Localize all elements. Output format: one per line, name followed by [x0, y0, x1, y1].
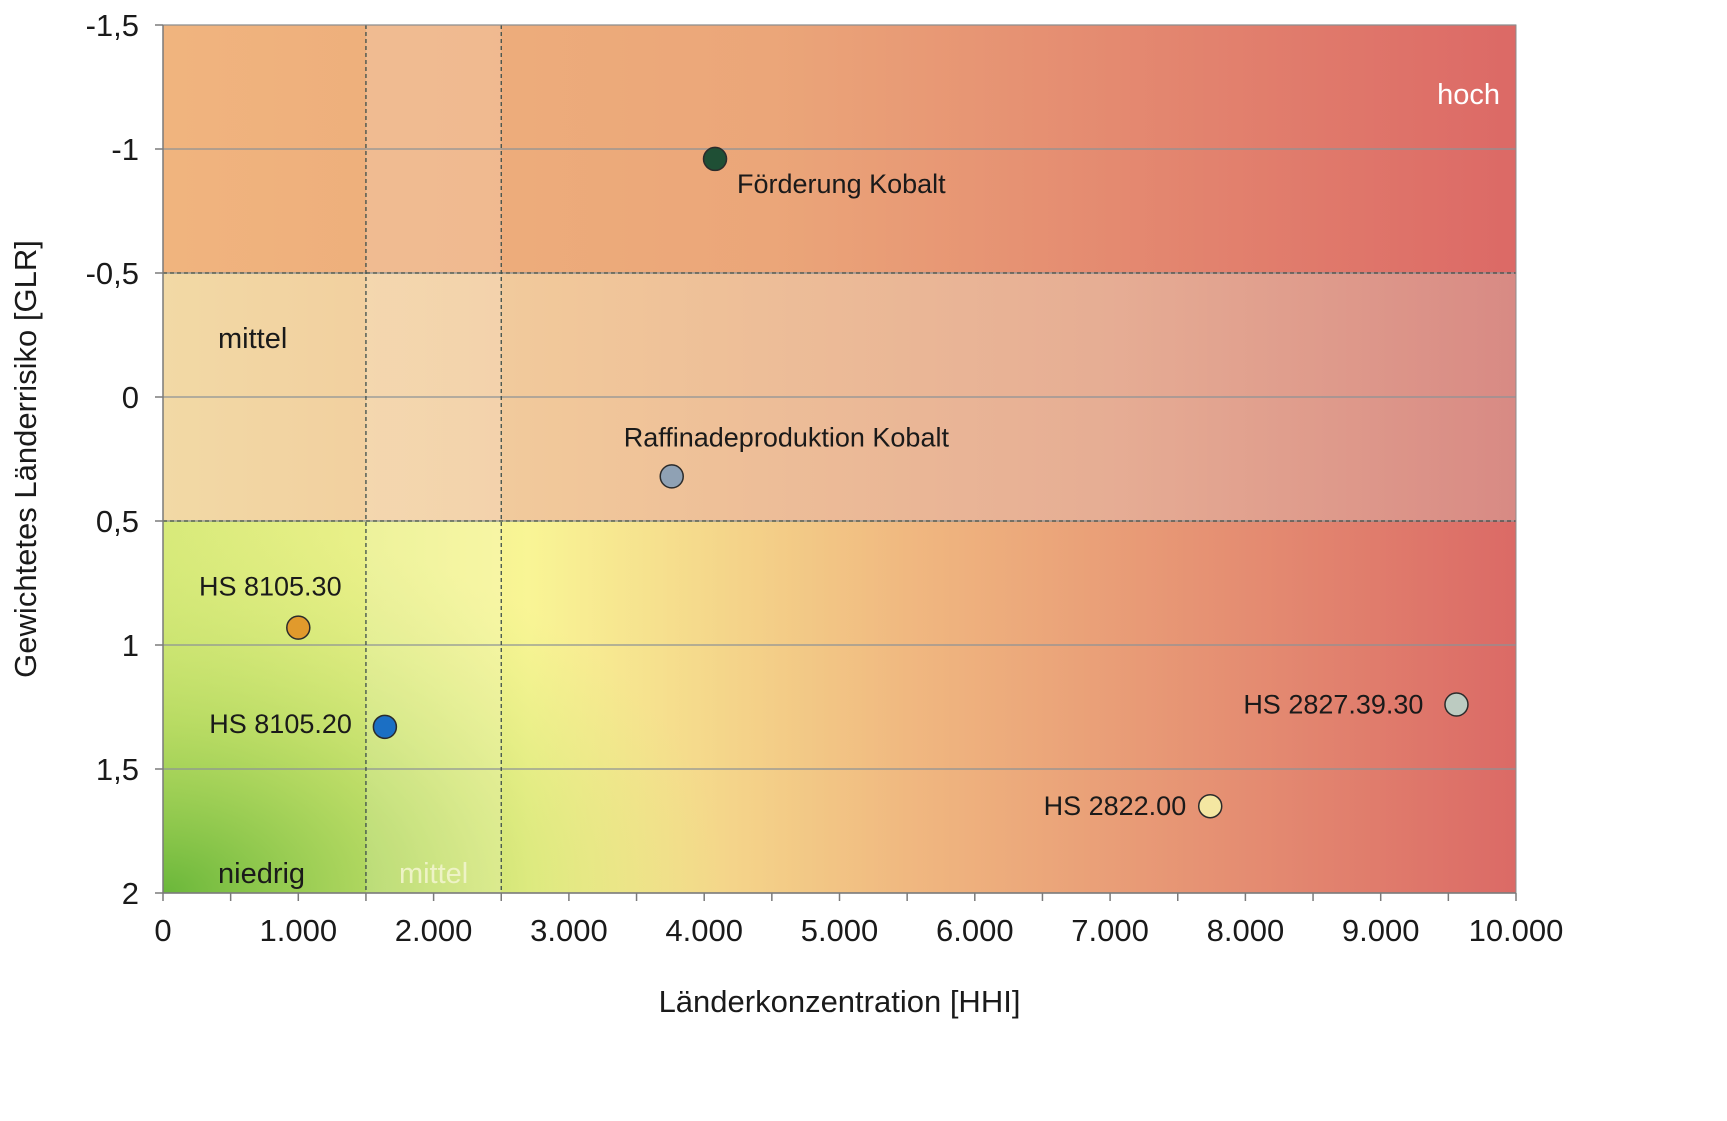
data-point-label: HS 8105.20 [209, 709, 352, 739]
data-point-marker [659, 464, 684, 489]
zone-labels: hoch mittel niedrig mittel [218, 79, 1500, 890]
zone-label-high: hoch [1437, 79, 1500, 111]
zone-label-medium: mittel [218, 323, 287, 355]
x-tick-label: 3.000 [530, 913, 608, 948]
data-point-label: Raffinadeproduktion Kobalt [624, 422, 950, 452]
y-tick-label: 0,5 [96, 504, 139, 539]
data-point-label: HS 2822.00 [1044, 791, 1187, 821]
data-point-label: HS 2827.39.30 [1243, 690, 1423, 720]
y-tick-label: 2 [122, 876, 139, 911]
x-tick-label: 2.000 [395, 913, 473, 948]
y-tick-label: 1,5 [96, 752, 139, 787]
x-tick-label: 7.000 [1071, 913, 1149, 948]
x-tick-label: 6.000 [936, 913, 1014, 948]
y-axis: -1,5 -1 -0,5 0 0,5 1 1,5 2 [86, 8, 164, 911]
data-points: Förderung Kobalt Raffinadeproduktion Koba… [199, 146, 1469, 821]
data-point-marker [1197, 793, 1223, 819]
x-tick-label: 8.000 [1207, 913, 1285, 948]
threshold-lines [163, 25, 1516, 893]
data-point-marker [1444, 692, 1469, 717]
y-axis-title: Gewichtetes Länderrisiko [GLR] [8, 240, 43, 678]
y-tick-label: -1 [111, 132, 139, 167]
data-point-marker [372, 714, 398, 740]
zone-low-corner [163, 521, 732, 893]
x-tick-label: 1.000 [260, 913, 338, 948]
x-axis-title: Länderkonzentration [HHI] [659, 984, 1021, 1019]
x-tick-label: 10.000 [1469, 913, 1564, 948]
zone-label-low: niedrig [218, 858, 305, 890]
data-point-marker [702, 146, 728, 172]
x-tick-label: 4.000 [665, 913, 743, 948]
data-point-label: Förderung Kobalt [737, 169, 946, 199]
zone-medium-hhi-band [365, 25, 502, 893]
y-tick-label: 1 [122, 628, 139, 663]
x-tick-label: 9.000 [1342, 913, 1420, 948]
x-tick-label: 5.000 [801, 913, 879, 948]
data-point-label: HS 8105.30 [199, 572, 342, 602]
y-tick-label: 0 [122, 380, 139, 415]
y-tick-label: -1,5 [86, 8, 139, 43]
x-tick-label: 0 [154, 913, 171, 948]
y-tick-label: -0,5 [86, 256, 139, 291]
data-point-marker [286, 615, 311, 640]
zone-label-medium-hhi: mittel [399, 858, 468, 890]
x-axis: 0 1.000 2.000 3.000 4.000 5.000 6.000 7.000 8.00… [154, 892, 1564, 948]
